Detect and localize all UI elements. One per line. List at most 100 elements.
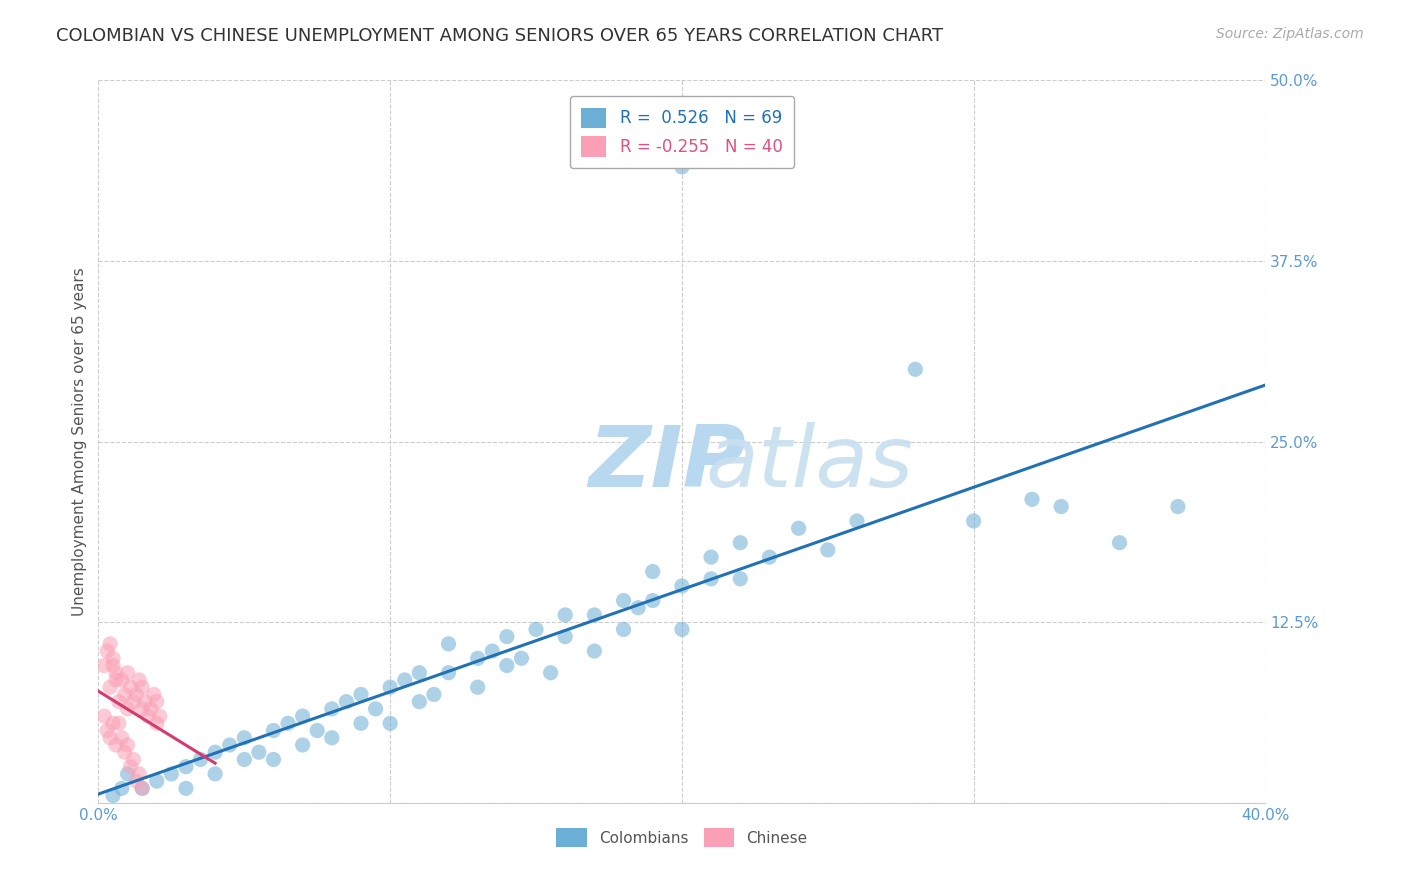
- Point: [117, 702, 139, 716]
- Point: [1021, 492, 1043, 507]
- Legend: R =  0.526   N = 69, R = -0.255   N = 40: R = 0.526 N = 69, R = -0.255 N = 40: [569, 95, 794, 169]
- Point: [96, 644, 118, 658]
- Point: [174, 760, 197, 774]
- Point: [111, 781, 134, 796]
- Point: [467, 680, 489, 694]
- Point: [101, 658, 124, 673]
- Point: [524, 623, 547, 637]
- Point: [554, 607, 576, 622]
- Point: [139, 702, 162, 716]
- Point: [104, 673, 127, 687]
- Point: [758, 550, 780, 565]
- Point: [142, 687, 165, 701]
- Point: [131, 781, 153, 796]
- Point: [101, 789, 124, 803]
- Point: [671, 579, 693, 593]
- Point: [540, 665, 562, 680]
- Point: [117, 767, 139, 781]
- Point: [149, 709, 172, 723]
- Point: [700, 550, 723, 565]
- Point: [262, 752, 284, 766]
- Point: [321, 702, 343, 716]
- Point: [125, 774, 148, 789]
- Point: [114, 687, 136, 701]
- Point: [510, 651, 533, 665]
- Point: [96, 723, 118, 738]
- Point: [190, 752, 212, 766]
- Point: [380, 716, 402, 731]
- Text: ZIP: ZIP: [589, 422, 747, 505]
- Point: [117, 665, 139, 680]
- Point: [641, 593, 664, 607]
- Point: [904, 362, 927, 376]
- Point: [111, 673, 134, 687]
- Point: [128, 767, 150, 781]
- Point: [583, 644, 606, 658]
- Point: [233, 731, 256, 745]
- Point: [131, 702, 153, 716]
- Point: [627, 600, 650, 615]
- Point: [233, 752, 256, 766]
- Point: [350, 716, 373, 731]
- Point: [146, 695, 169, 709]
- Point: [204, 745, 226, 759]
- Point: [496, 658, 519, 673]
- Point: [114, 745, 136, 759]
- Point: [671, 623, 693, 637]
- Point: [554, 630, 576, 644]
- Point: [1167, 500, 1189, 514]
- Point: [307, 723, 329, 738]
- Point: [700, 572, 723, 586]
- Point: [380, 680, 402, 694]
- Point: [496, 630, 519, 644]
- Point: [134, 695, 156, 709]
- Point: [131, 781, 153, 796]
- Point: [467, 651, 489, 665]
- Point: [101, 651, 124, 665]
- Point: [612, 623, 634, 637]
- Point: [120, 680, 142, 694]
- Point: [962, 514, 984, 528]
- Point: [817, 542, 839, 557]
- Point: [120, 760, 142, 774]
- Point: [423, 687, 446, 701]
- Point: [1108, 535, 1130, 549]
- Point: [350, 687, 373, 701]
- Point: [117, 738, 139, 752]
- Point: [394, 673, 416, 687]
- Point: [671, 160, 693, 174]
- Text: COLOMBIAN VS CHINESE UNEMPLOYMENT AMONG SENIORS OVER 65 YEARS CORRELATION CHART: COLOMBIAN VS CHINESE UNEMPLOYMENT AMONG …: [56, 27, 943, 45]
- Point: [335, 695, 357, 709]
- Point: [787, 521, 810, 535]
- Point: [408, 695, 430, 709]
- Point: [247, 745, 270, 759]
- Point: [93, 658, 115, 673]
- Point: [108, 695, 131, 709]
- Point: [364, 702, 387, 716]
- Point: [730, 535, 752, 549]
- Point: [321, 731, 343, 745]
- Point: [104, 665, 127, 680]
- Point: [612, 593, 634, 607]
- Point: [262, 723, 284, 738]
- Point: [846, 514, 869, 528]
- Point: [146, 716, 169, 731]
- Point: [437, 665, 460, 680]
- Point: [111, 731, 134, 745]
- Point: [160, 767, 183, 781]
- Point: [641, 565, 664, 579]
- Point: [583, 607, 606, 622]
- Point: [128, 673, 150, 687]
- Point: [277, 716, 299, 731]
- Point: [131, 680, 153, 694]
- Text: atlas: atlas: [706, 422, 914, 505]
- Y-axis label: Unemployment Among Seniors over 65 years: Unemployment Among Seniors over 65 years: [72, 268, 87, 615]
- Point: [104, 738, 127, 752]
- Point: [125, 687, 148, 701]
- Point: [291, 709, 314, 723]
- Point: [1050, 500, 1073, 514]
- Point: [101, 716, 124, 731]
- Point: [122, 752, 145, 766]
- Point: [204, 767, 226, 781]
- Point: [108, 716, 131, 731]
